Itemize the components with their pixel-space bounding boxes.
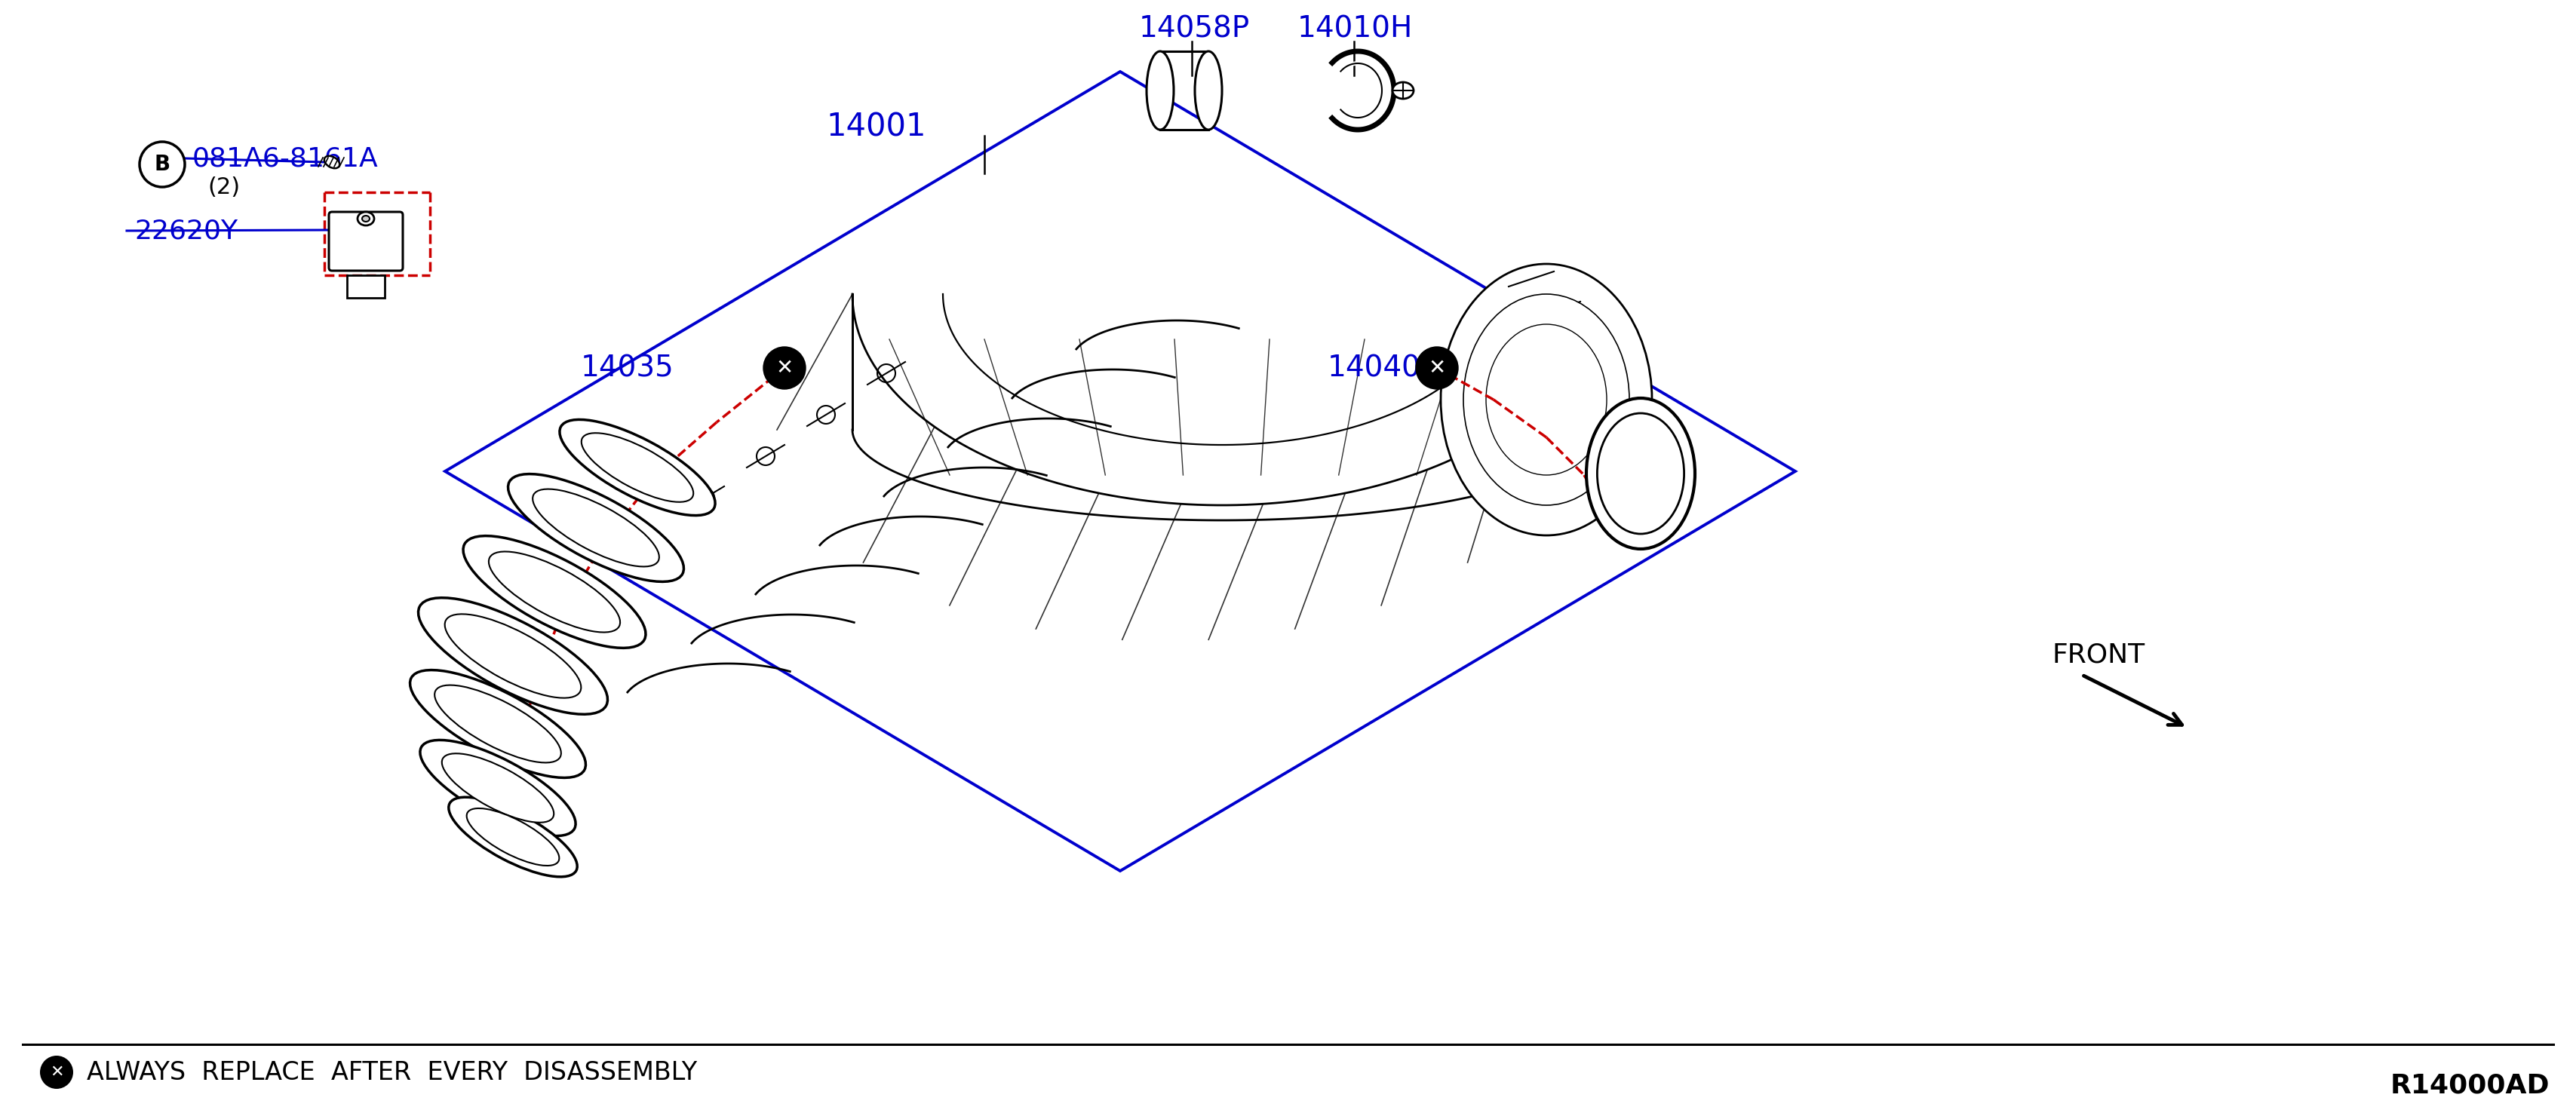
FancyBboxPatch shape xyxy=(330,211,402,271)
Text: B: B xyxy=(155,153,170,175)
Ellipse shape xyxy=(507,474,683,582)
Ellipse shape xyxy=(1440,264,1651,535)
Text: 14040E: 14040E xyxy=(1327,354,1440,383)
Text: 14010H: 14010H xyxy=(1298,15,1414,43)
Ellipse shape xyxy=(420,740,574,836)
Text: ✕: ✕ xyxy=(1427,357,1445,378)
Ellipse shape xyxy=(559,420,716,516)
Ellipse shape xyxy=(582,433,693,502)
Ellipse shape xyxy=(1463,294,1631,505)
Text: 14001: 14001 xyxy=(827,111,925,142)
Circle shape xyxy=(1417,347,1458,389)
Ellipse shape xyxy=(464,536,647,648)
Ellipse shape xyxy=(1486,325,1607,476)
Ellipse shape xyxy=(1597,413,1685,534)
Ellipse shape xyxy=(1146,51,1175,130)
Text: 14058P: 14058P xyxy=(1139,15,1249,43)
Ellipse shape xyxy=(533,489,659,566)
Text: ✕: ✕ xyxy=(49,1064,64,1080)
Ellipse shape xyxy=(446,614,582,698)
Ellipse shape xyxy=(1198,59,1218,122)
Ellipse shape xyxy=(1195,51,1221,130)
Ellipse shape xyxy=(448,797,577,877)
Ellipse shape xyxy=(1587,398,1695,549)
Text: ✕: ✕ xyxy=(775,357,793,378)
Ellipse shape xyxy=(417,598,608,714)
Circle shape xyxy=(762,347,806,389)
Text: R14000AD: R14000AD xyxy=(2391,1073,2550,1099)
Text: (2): (2) xyxy=(209,176,240,198)
Text: FRONT: FRONT xyxy=(2050,641,2146,667)
Text: ALWAYS  REPLACE  AFTER  EVERY  DISASSEMBLY: ALWAYS REPLACE AFTER EVERY DISASSEMBLY xyxy=(88,1060,698,1084)
Ellipse shape xyxy=(363,216,368,222)
Circle shape xyxy=(41,1055,72,1089)
Ellipse shape xyxy=(466,808,559,866)
Text: 22620Y: 22620Y xyxy=(134,218,237,244)
FancyBboxPatch shape xyxy=(348,275,384,298)
Text: 14035: 14035 xyxy=(580,354,675,383)
Ellipse shape xyxy=(435,685,562,763)
Ellipse shape xyxy=(443,753,554,822)
Ellipse shape xyxy=(410,670,585,778)
Ellipse shape xyxy=(358,211,374,225)
Text: 081A6-8161A: 081A6-8161A xyxy=(193,145,379,171)
Ellipse shape xyxy=(1394,82,1414,98)
Ellipse shape xyxy=(489,552,621,632)
Ellipse shape xyxy=(325,156,340,168)
